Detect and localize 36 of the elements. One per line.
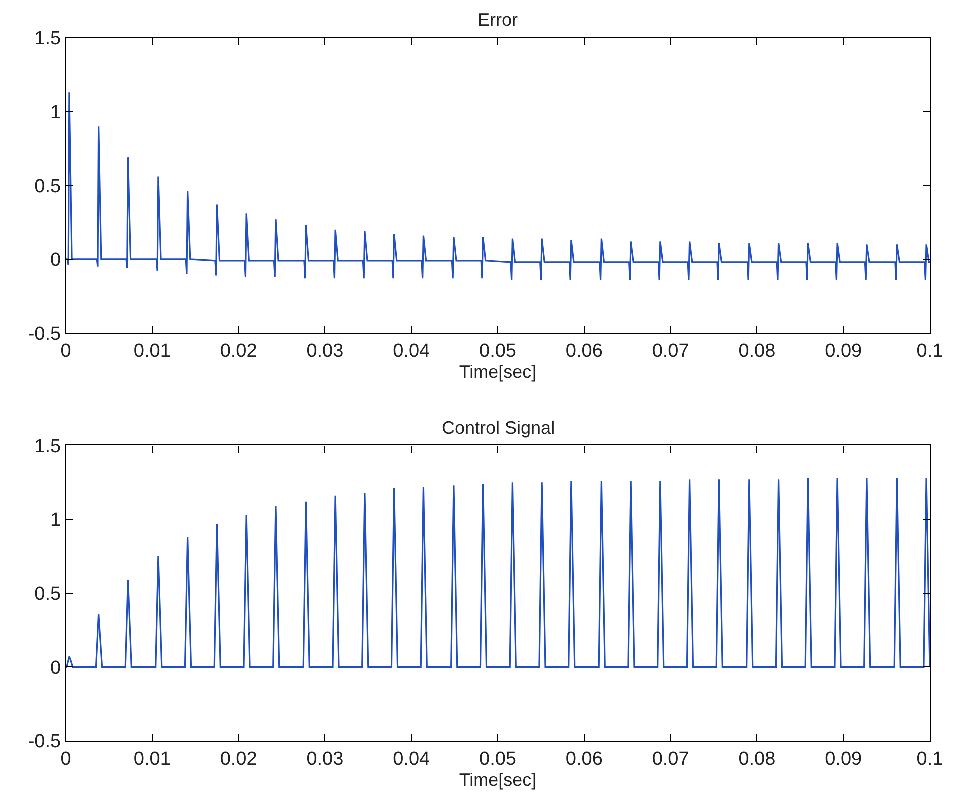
x-tick-label: 0.09 bbox=[825, 748, 862, 770]
x-tick-label: 0.05 bbox=[480, 341, 516, 362]
x-tick-label: 0.02 bbox=[220, 341, 258, 362]
y-tick-label: 1.5 bbox=[34, 436, 62, 458]
x-tick-label: 0.07 bbox=[652, 341, 690, 362]
y-tick-label: 1 bbox=[50, 102, 62, 124]
x-tick-label: 0.04 bbox=[393, 748, 431, 770]
x-tick-label: 0.06 bbox=[566, 748, 603, 770]
x-axis-title: Time[sec] bbox=[459, 362, 537, 382]
x-tick-label: 0.03 bbox=[306, 748, 344, 770]
x-tick-label: 0.03 bbox=[306, 341, 344, 362]
x-tick-label: 0.08 bbox=[738, 341, 776, 362]
y-tick-label: -0.5 bbox=[28, 732, 62, 753]
line-series bbox=[66, 477, 930, 668]
y-tick-label: 0.5 bbox=[34, 176, 62, 198]
x-tick-label: 0.1 bbox=[916, 748, 944, 770]
x-tick-label: 0.01 bbox=[134, 748, 171, 770]
y-tick-label: 1 bbox=[50, 510, 62, 532]
y-tick-label: 1.5 bbox=[34, 28, 62, 50]
x-tick-label: 0.06 bbox=[566, 341, 603, 362]
x-axis-title: Time[sec] bbox=[459, 770, 537, 790]
x-tick-label: 0.02 bbox=[220, 748, 258, 770]
x-tick-label: 0.04 bbox=[393, 341, 431, 362]
y-tick-label: 0 bbox=[50, 658, 62, 679]
x-tick-label: 0.01 bbox=[134, 341, 171, 362]
x-tick-label: 0.09 bbox=[825, 341, 862, 362]
x-tick-label: 0.07 bbox=[652, 748, 690, 770]
line-series bbox=[66, 92, 930, 281]
x-tick-label: 0.05 bbox=[480, 748, 516, 770]
chart-title: Error bbox=[478, 10, 518, 30]
y-tick-label: 0.5 bbox=[34, 584, 62, 606]
x-tick-label: 0.1 bbox=[916, 341, 944, 362]
y-tick-label: -0.5 bbox=[28, 324, 62, 345]
chart-title: Control Signal bbox=[442, 418, 556, 438]
x-tick-label: 0.08 bbox=[738, 748, 776, 770]
y-tick-label: 0 bbox=[50, 250, 62, 272]
